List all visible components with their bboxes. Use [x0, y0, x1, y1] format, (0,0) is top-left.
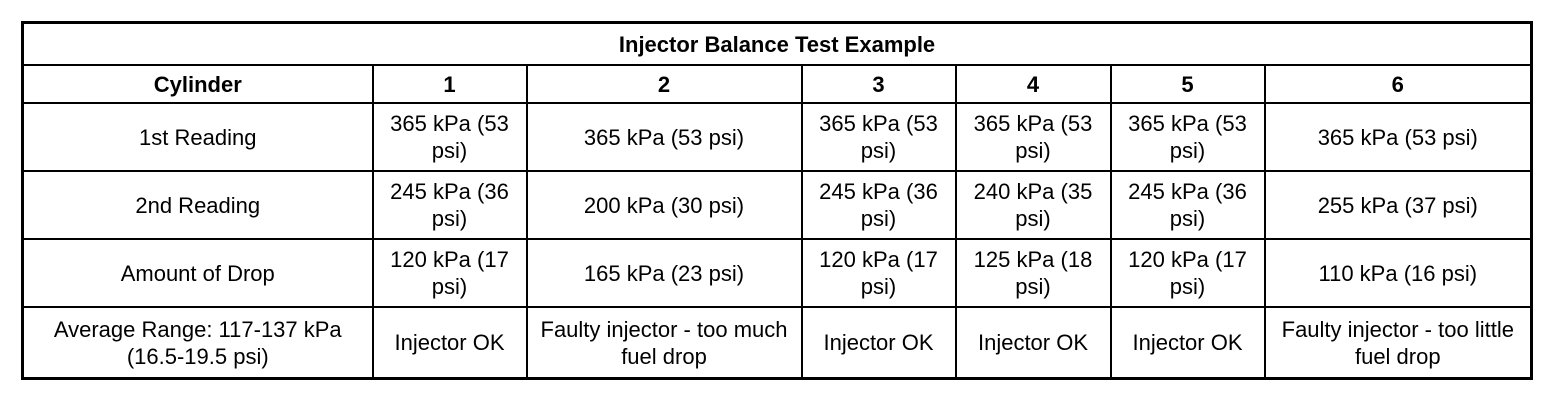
header-cylinder-3: 3 — [800, 64, 957, 104]
table-cell: 365 kPa (53 psi) — [954, 102, 1112, 172]
injector-balance-table-container: Injector Balance Test Example Cylinder 1… — [21, 21, 1534, 380]
table-cell: 245 kPa (36 psi) — [371, 170, 528, 240]
table-row: 2nd Reading 245 kPa (36 psi) 200 kPa (30… — [21, 170, 1533, 240]
table-cell: 125 kPa (18 psi) — [954, 238, 1112, 308]
table-cell: 240 kPa (35 psi) — [954, 170, 1112, 240]
header-cylinder: Cylinder — [21, 64, 374, 104]
row-label: Average Range: 117-137 kPa (16.5-19.5 ps… — [21, 306, 374, 380]
header-cylinder-1: 1 — [371, 64, 528, 104]
table-cell: Injector OK — [1109, 306, 1266, 380]
table-cell: 245 kPa (36 psi) — [800, 170, 957, 240]
table-cell: 365 kPa (53 psi) — [371, 102, 528, 172]
table-cell: 120 kPa (17 psi) — [800, 238, 957, 308]
table-row: Amount of Drop 120 kPa (17 psi) 165 kPa … — [21, 238, 1533, 308]
table-row: 1st Reading 365 kPa (53 psi) 365 kPa (53… — [21, 102, 1533, 172]
header-cylinder-6: 6 — [1263, 64, 1533, 104]
table-cell: 365 kPa (53 psi) — [800, 102, 957, 172]
table-cell: 245 kPa (36 psi) — [1109, 170, 1266, 240]
table-cell: Injector OK — [954, 306, 1112, 380]
header-cylinder-4: 4 — [954, 64, 1112, 104]
row-label: 2nd Reading — [21, 170, 374, 240]
header-cylinder-5: 5 — [1109, 64, 1266, 104]
row-label: 1st Reading — [21, 102, 374, 172]
table-cell: 120 kPa (17 psi) — [1109, 238, 1266, 308]
table-cell: 255 kPa (37 psi) — [1263, 170, 1533, 240]
table-cell: Faulty injector - too little fuel drop — [1263, 306, 1533, 380]
header-cylinder-2: 2 — [525, 64, 803, 104]
table-cell: Injector OK — [800, 306, 957, 380]
table-cell: 365 kPa (53 psi) — [1109, 102, 1266, 172]
table-cell: Injector OK — [371, 306, 528, 380]
table-title-row: Injector Balance Test Example — [21, 21, 1533, 66]
table-cell: 110 kPa (16 psi) — [1263, 238, 1533, 308]
table-title: Injector Balance Test Example — [21, 21, 1533, 66]
table-cell: 120 kPa (17 psi) — [371, 238, 528, 308]
table-cell: 365 kPa (53 psi) — [525, 102, 803, 172]
table-cell: 200 kPa (30 psi) — [525, 170, 803, 240]
injector-balance-table: Injector Balance Test Example Cylinder 1… — [21, 21, 1534, 380]
table-cell: 165 kPa (23 psi) — [525, 238, 803, 308]
row-label: Amount of Drop — [21, 238, 374, 308]
table-header-row: Cylinder 1 2 3 4 5 6 — [21, 64, 1533, 104]
table-cell: 365 kPa (53 psi) — [1263, 102, 1533, 172]
table-cell: Faulty injector - too much fuel drop — [525, 306, 803, 380]
table-row: Average Range: 117-137 kPa (16.5-19.5 ps… — [21, 306, 1533, 380]
